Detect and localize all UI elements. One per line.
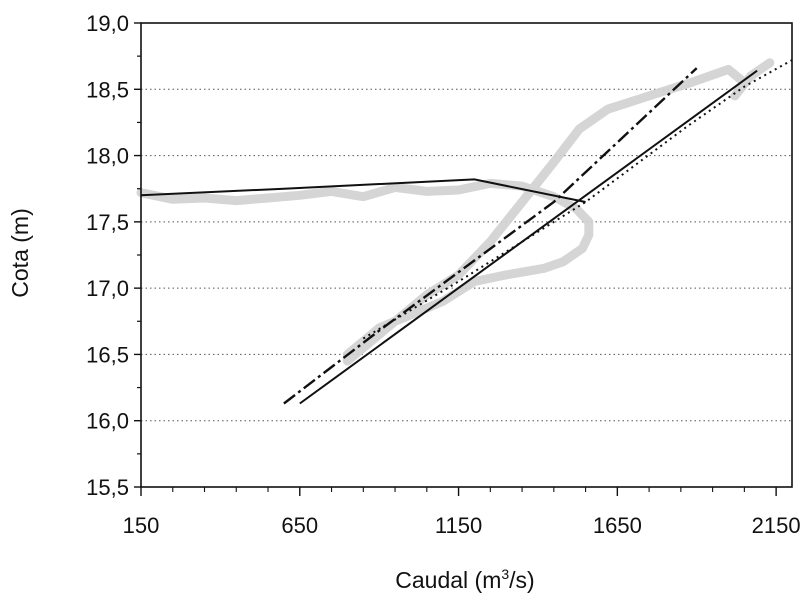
y-tick-label: 19,0 xyxy=(86,11,129,36)
x-tick-label: 1150 xyxy=(435,513,482,538)
series-layer xyxy=(136,58,793,405)
x-tick-label: 150 xyxy=(123,513,160,538)
y-tick-label: 15,5 xyxy=(86,475,129,500)
x-axis-label: Caudal (m3/s) xyxy=(395,566,534,593)
plot-frame xyxy=(140,22,793,488)
grid-lines xyxy=(141,88,792,422)
y-tick-label: 18,5 xyxy=(86,77,129,102)
y-tick-label: 17,0 xyxy=(86,276,129,301)
series-line-0 xyxy=(136,58,775,366)
y-axis-label: Cota (m) xyxy=(7,208,33,297)
y-tick-label: 18,0 xyxy=(86,144,129,169)
series-line-4 xyxy=(362,59,793,340)
x-tick-label: 1650 xyxy=(593,513,642,538)
x-axis: 150 650 1150 1650 2150 xyxy=(123,487,801,538)
y-axis: 15,5 16,0 16,5 17,0 17,5 18,0 18,5 19,0 xyxy=(86,11,141,500)
y-tick-label: 17,5 xyxy=(86,210,129,235)
y-tick-label: 16,5 xyxy=(86,342,129,367)
x-tick-label: 2150 xyxy=(752,513,801,538)
series-line-1 xyxy=(140,178,586,203)
series-line-3 xyxy=(283,67,698,405)
x-tick-label: 650 xyxy=(281,513,318,538)
y-tick-label: 16,0 xyxy=(86,409,129,434)
